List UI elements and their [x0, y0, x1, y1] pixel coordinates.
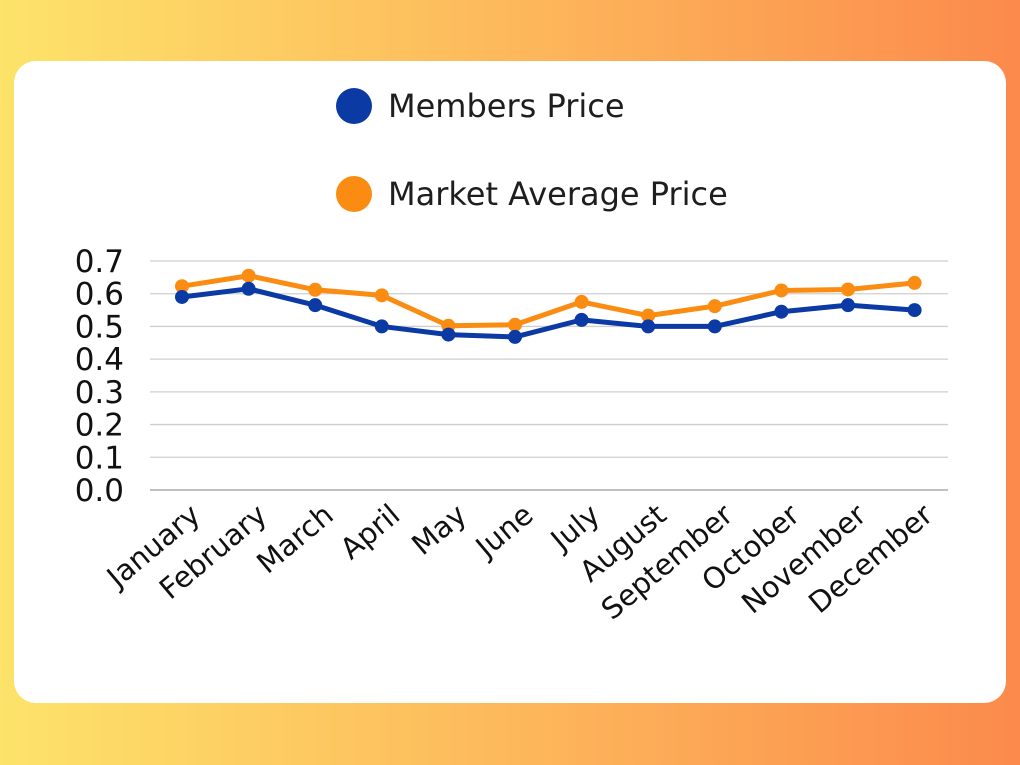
x-tick-label: May	[405, 497, 473, 562]
data-point-market	[175, 279, 189, 294]
data-point-members	[308, 298, 323, 313]
y-tick-label: 0.3	[75, 375, 124, 411]
y-tick-label: 0.5	[75, 309, 124, 345]
data-point-market	[374, 288, 389, 303]
data-point-members	[841, 298, 855, 313]
data-point-members	[707, 319, 722, 334]
data-point-market	[574, 294, 589, 309]
legend-item-members: Members Price	[336, 86, 728, 126]
data-point-market	[641, 308, 656, 323]
data-point-market	[907, 275, 922, 290]
data-point-members	[508, 329, 522, 344]
y-tick-label: 0.4	[75, 342, 124, 378]
data-point-members	[907, 303, 922, 318]
data-point-market	[707, 299, 722, 314]
data-point-market	[508, 317, 522, 332]
data-point-members	[574, 312, 589, 327]
data-point-members	[774, 304, 789, 319]
legend-label-members: Members Price	[388, 87, 625, 125]
data-point-market	[308, 282, 323, 297]
data-point-members	[641, 319, 656, 334]
data-point-market	[774, 283, 789, 298]
x-tick-label: April	[334, 497, 407, 566]
chart-card	[14, 61, 1006, 703]
data-point-members	[175, 289, 189, 304]
legend-marker-members	[336, 88, 372, 124]
data-point-market	[241, 268, 256, 283]
legend-item-market: Market Average Price	[336, 174, 728, 214]
y-tick-label: 0.2	[75, 408, 124, 444]
legend: Members Price Market Average Price	[336, 86, 728, 214]
data-point-members	[374, 319, 389, 334]
y-tick-label: 0.7	[75, 244, 124, 280]
data-point-market	[841, 282, 855, 297]
series-line-market	[179, 273, 918, 329]
x-tick-label: March	[250, 497, 340, 580]
legend-label-market: Market Average Price	[388, 175, 728, 213]
data-point-members	[441, 327, 456, 342]
data-point-members	[241, 281, 256, 296]
x-tick-label: June	[468, 497, 540, 565]
y-tick-label: 0.6	[75, 277, 124, 313]
y-tick-label: 0.1	[75, 440, 124, 476]
legend-marker-market	[336, 176, 372, 212]
y-tick-label: 0.0	[75, 473, 124, 509]
series-line-members	[179, 286, 918, 340]
